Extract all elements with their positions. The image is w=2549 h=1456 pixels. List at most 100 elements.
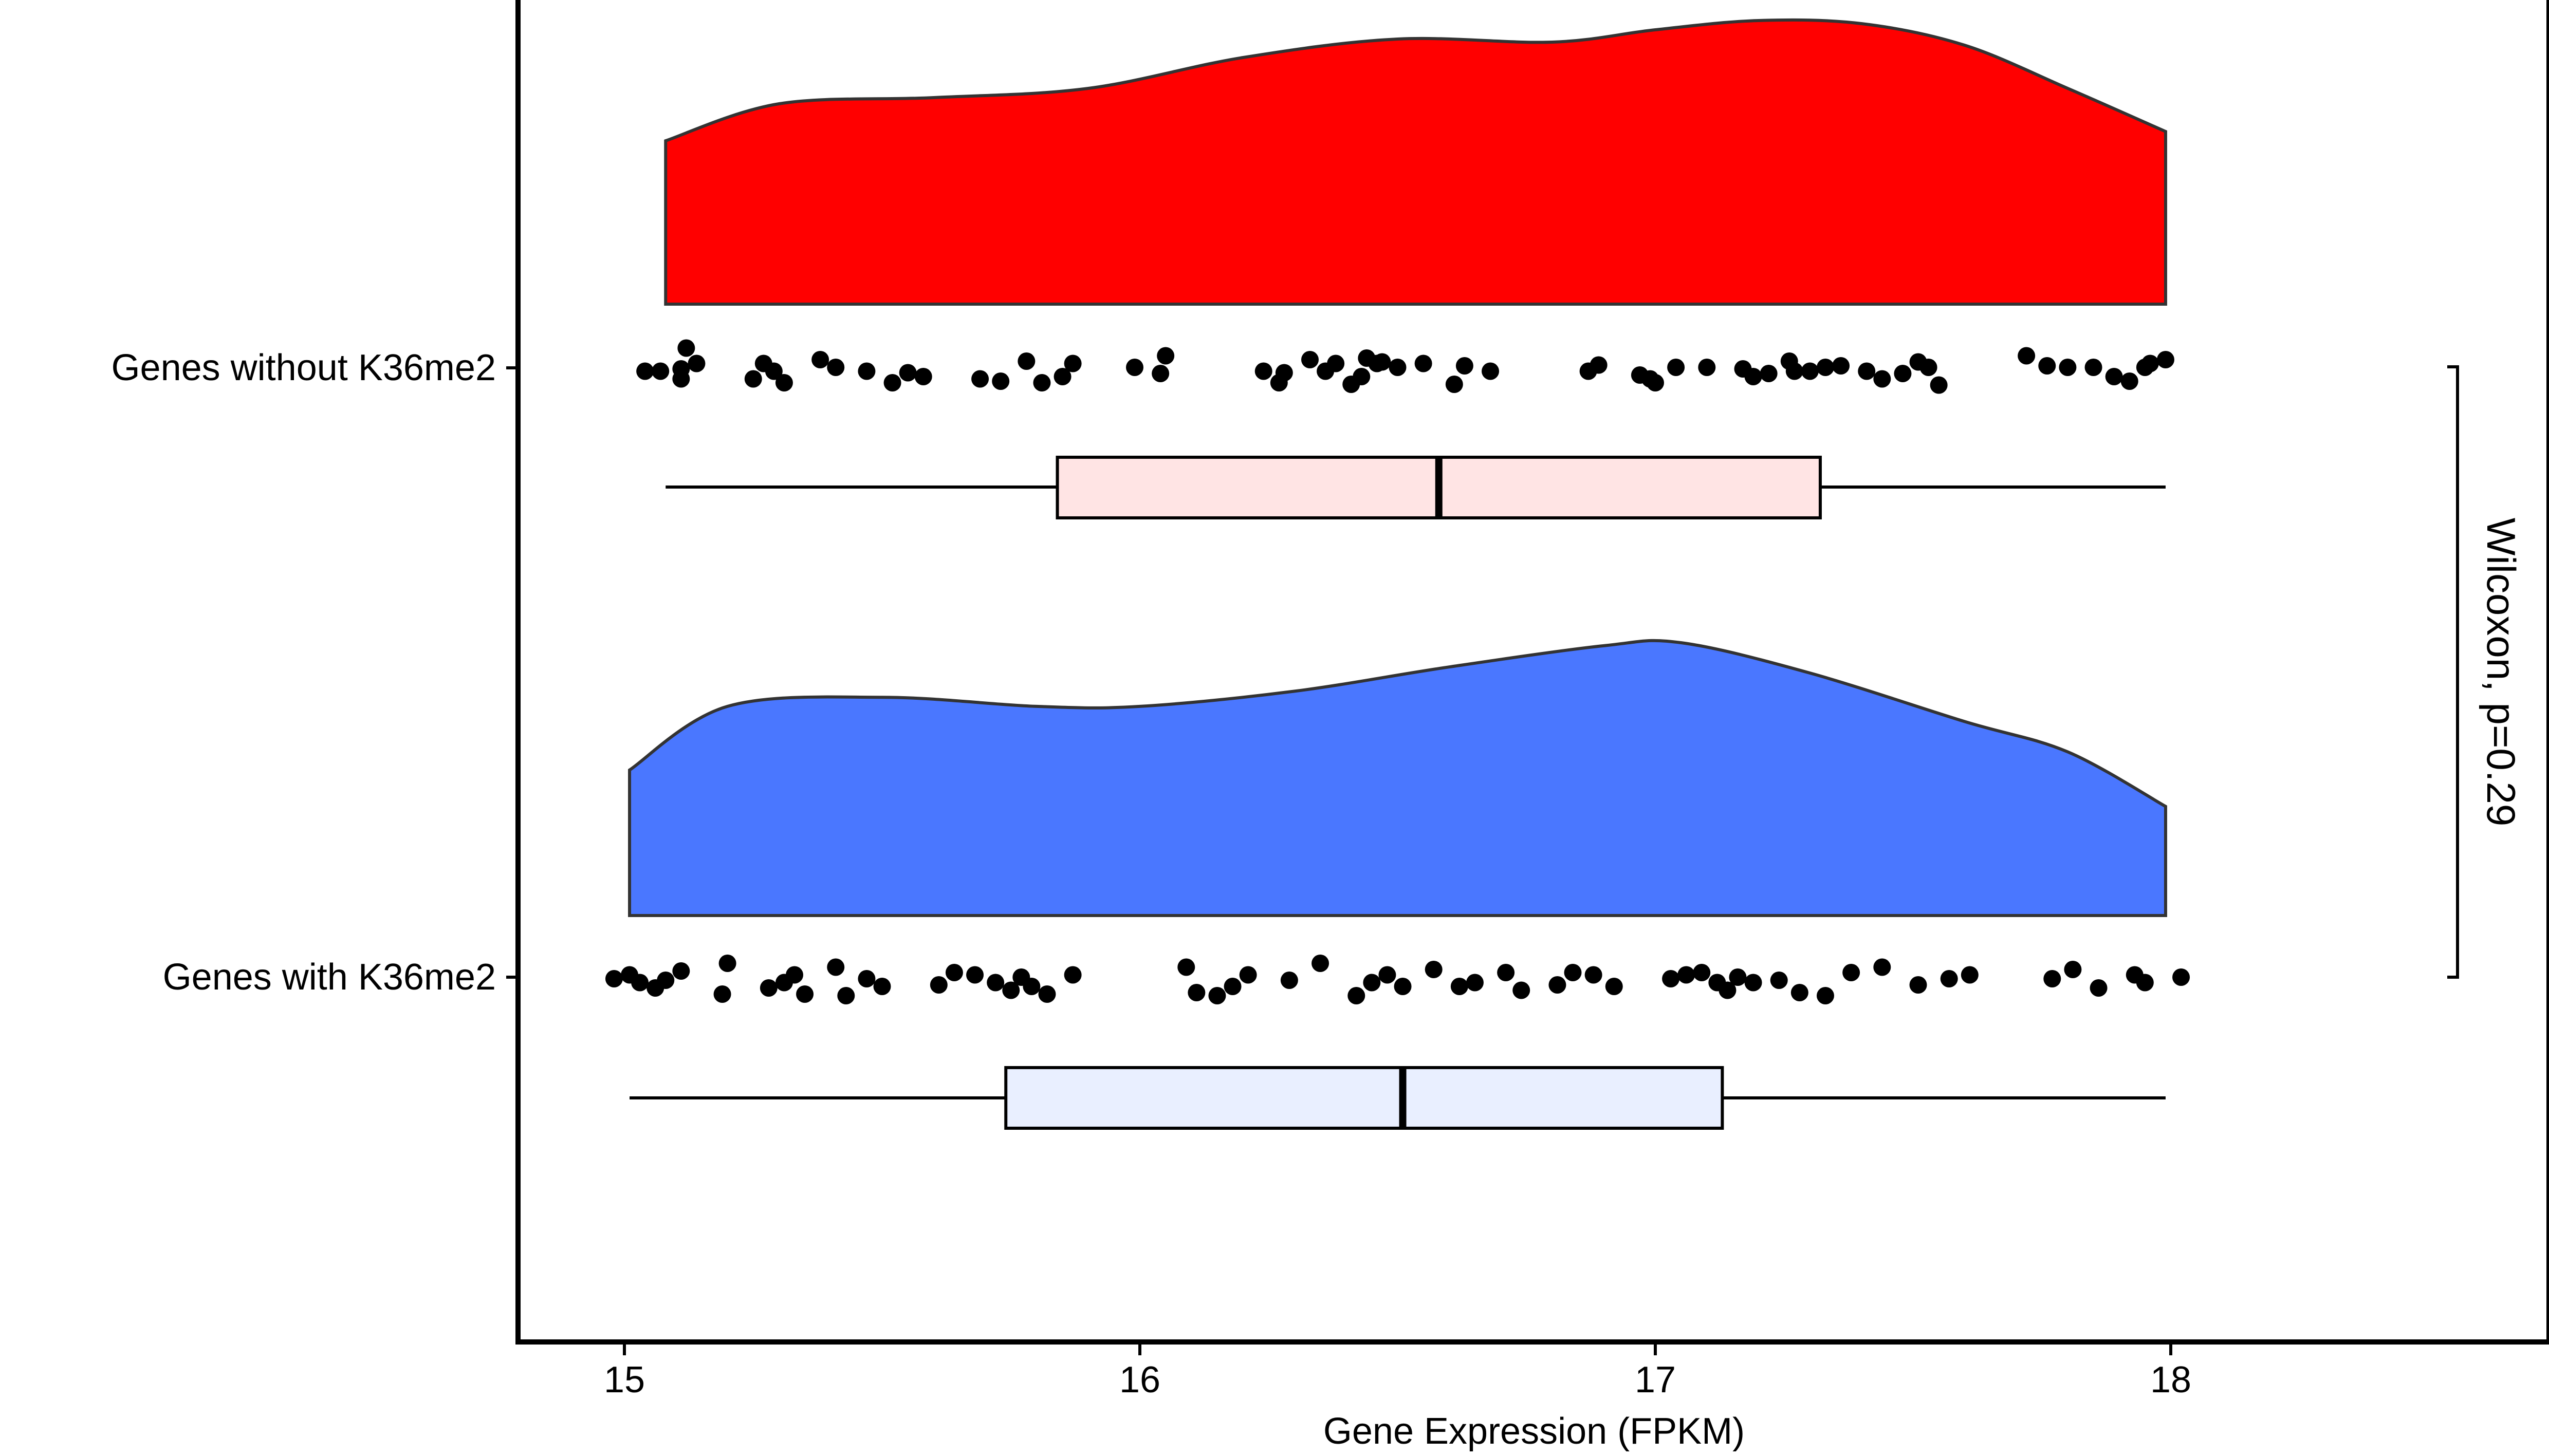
data-point <box>1064 966 1082 984</box>
data-point <box>1873 370 1891 388</box>
data-point <box>1152 365 1170 382</box>
x-tick-label: 16 <box>1119 1359 1160 1401</box>
data-point <box>1816 987 1834 1004</box>
data-point <box>1760 365 1778 382</box>
data-point <box>1373 353 1391 371</box>
data-point <box>1064 354 1082 372</box>
group-1 <box>605 639 2190 1130</box>
x-axis-title: Gene Expression (FPKM) <box>1323 1411 1745 1452</box>
x-axis: 15 16 17 18 <box>604 1342 2191 1401</box>
data-point <box>2105 368 2123 385</box>
data-point <box>966 966 984 984</box>
data-point <box>1698 359 1716 376</box>
data-point <box>1254 362 1272 380</box>
data-point <box>1312 955 1329 972</box>
data-point <box>1425 961 1443 978</box>
data-point <box>1719 981 1737 999</box>
data-point <box>1239 966 1257 984</box>
data-point <box>2064 961 2082 978</box>
data-point <box>672 962 690 980</box>
data-point <box>652 362 670 380</box>
data-point <box>1327 354 1345 372</box>
data-point <box>2172 968 2190 986</box>
data-point <box>987 974 1005 992</box>
data-point <box>2059 359 2077 376</box>
data-point <box>1961 966 1979 984</box>
groups-layer <box>605 18 2190 1130</box>
data-point <box>1450 978 1468 995</box>
data-point <box>1605 978 1623 995</box>
data-point <box>1770 972 1788 989</box>
box-iqr-1 <box>1004 1066 1724 1130</box>
data-point <box>785 966 803 984</box>
x-tick-label: 15 <box>604 1359 645 1401</box>
data-point <box>1177 958 1195 976</box>
x-tick-label: 17 <box>1635 1359 1676 1401</box>
data-point <box>636 362 654 380</box>
data-point <box>1497 964 1515 981</box>
data-point <box>1667 359 1685 376</box>
data-point <box>1744 368 1762 385</box>
data-point <box>1894 365 1912 382</box>
data-point <box>899 364 917 382</box>
data-point <box>605 970 623 987</box>
data-point <box>1729 968 1747 986</box>
data-point <box>1693 964 1711 981</box>
data-point <box>2084 359 2102 376</box>
data-point <box>1224 978 1242 995</box>
data-point <box>1445 376 1463 393</box>
data-point <box>811 351 829 368</box>
data-point <box>1647 374 1664 391</box>
data-point <box>672 370 690 388</box>
data-point <box>1054 368 1072 385</box>
data-point <box>1301 351 1319 368</box>
data-point <box>718 955 736 972</box>
data-point <box>1157 347 1175 365</box>
data-point <box>1564 964 1582 981</box>
data-point <box>657 972 675 989</box>
data-point <box>1455 357 1473 375</box>
data-point <box>765 362 783 380</box>
data-point <box>1188 984 1206 1001</box>
data-point <box>1038 985 1056 1003</box>
data-point <box>1023 978 1041 995</box>
data-point <box>2090 979 2108 997</box>
data-point <box>945 964 963 981</box>
data-point <box>1512 981 1530 999</box>
data-point <box>760 979 778 997</box>
y-label-without: Genes without K36me2 <box>112 347 496 388</box>
density-cloud-1 <box>628 639 2167 917</box>
data-point <box>1389 359 1407 376</box>
data-point <box>1466 974 1484 992</box>
data-point <box>1590 356 1608 374</box>
data-point <box>2038 357 2056 375</box>
data-point <box>1744 974 1762 992</box>
data-point <box>827 359 845 376</box>
data-point <box>796 985 814 1003</box>
data-point <box>1940 970 1958 987</box>
data-point <box>1482 362 1500 380</box>
data-point <box>858 362 876 380</box>
data-point <box>1394 978 1412 995</box>
data-point <box>1873 958 1891 976</box>
data-point <box>1858 362 1876 380</box>
data-point <box>1018 352 1036 370</box>
data-point <box>1414 354 1432 372</box>
data-point <box>1909 976 1927 994</box>
data-point <box>1275 364 1293 382</box>
significance-bracket <box>2447 365 2459 979</box>
data-point <box>1677 966 1695 984</box>
data-point <box>837 987 855 1004</box>
data-point <box>1584 966 1602 984</box>
data-point <box>930 976 948 994</box>
data-point <box>713 985 731 1003</box>
x-tick-label: 18 <box>2150 1359 2191 1401</box>
data-point <box>631 974 649 992</box>
data-point <box>883 374 901 391</box>
y-label-with: Genes with K36me2 <box>163 957 496 998</box>
data-point <box>1002 981 1020 999</box>
data-point <box>2156 351 2174 368</box>
data-point <box>2136 974 2154 992</box>
data-point <box>2018 347 2036 365</box>
